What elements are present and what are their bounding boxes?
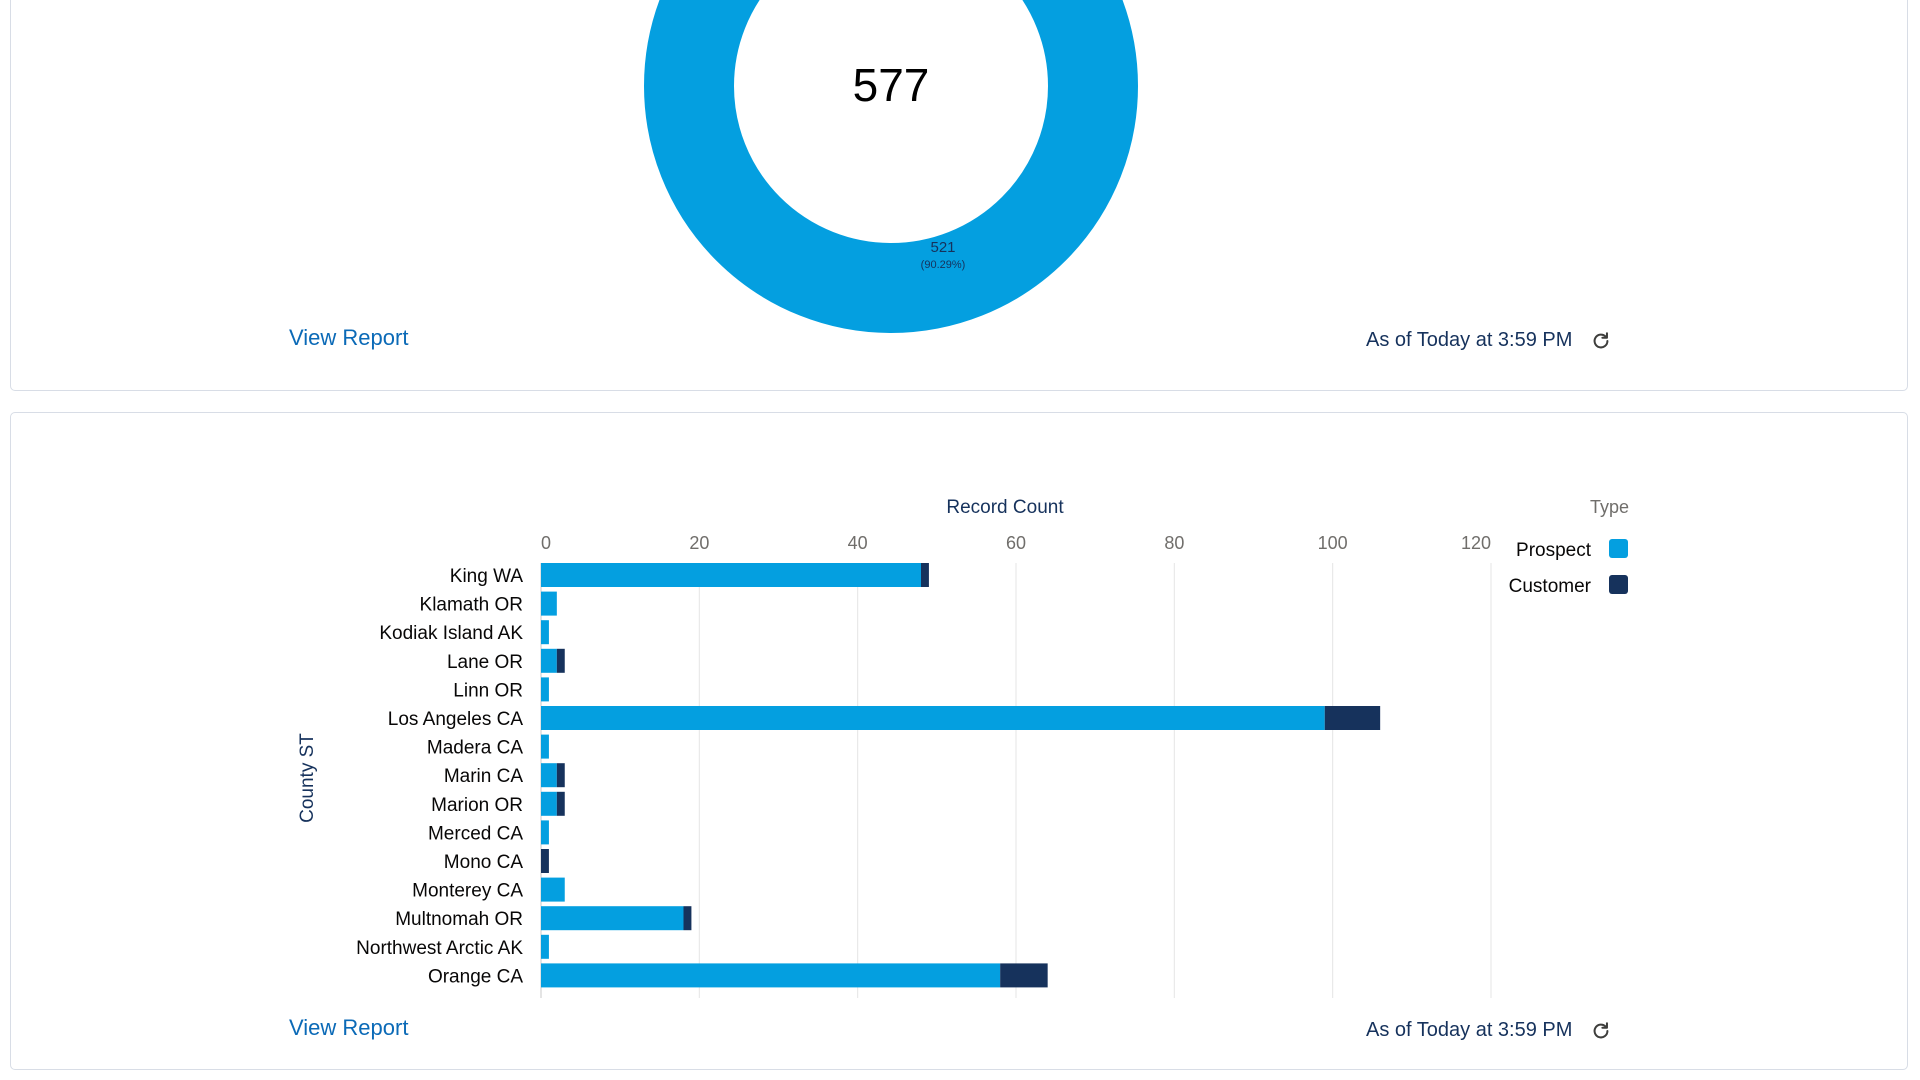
legend-label-customer: Customer	[1509, 576, 1592, 597]
bar-prospect[interactable]	[541, 620, 549, 645]
bar-prospect[interactable]	[541, 877, 565, 902]
bar-prospect[interactable]	[541, 563, 921, 587]
donut-chart: 577 521 (90.29%)	[644, 0, 1138, 333]
x-tick-label: 100	[1318, 533, 1348, 553]
bar-customer[interactable]	[683, 906, 692, 931]
bar-prospect[interactable]	[541, 591, 557, 616]
y-category-label: Marin CA	[444, 766, 524, 787]
bar-customer[interactable]	[556, 791, 565, 816]
bar-customer[interactable]	[556, 763, 565, 788]
bar-prospect[interactable]	[541, 648, 557, 673]
bar-prospect[interactable]	[541, 763, 557, 788]
y-category-label: Lane OR	[447, 652, 523, 673]
y-category-label: Merced CA	[428, 823, 523, 844]
bar-prospect[interactable]	[541, 791, 557, 816]
x-tick-label: 80	[1164, 533, 1184, 553]
y-category-label: Los Angeles CA	[388, 709, 524, 730]
y-category-label: Klamath OR	[420, 595, 523, 616]
bar-customer[interactable]	[556, 648, 565, 673]
as-of-timestamp-row: As of Today at 3:59 PM	[1366, 1019, 1612, 1042]
donut-segment-percent: (90.29%)	[921, 259, 966, 271]
x-tick-label: 40	[848, 533, 868, 553]
donut-chart-card: 577 521 (90.29%) View Report As of Today…	[10, 0, 1908, 391]
donut-segment-prospect[interactable]	[644, 0, 1138, 333]
y-category-label: Monterey CA	[412, 881, 523, 902]
bar-prospect[interactable]	[541, 906, 684, 931]
y-category-label: King WA	[450, 566, 524, 587]
view-report-link[interactable]: View Report	[289, 1015, 409, 1040]
bar-prospect[interactable]	[541, 734, 549, 759]
y-category-label: Marion OR	[431, 795, 523, 816]
as-of-timestamp: As of Today at 3:59 PM	[1366, 329, 1573, 351]
y-category-label: Madera CA	[427, 738, 523, 759]
x-tick-label: 20	[689, 533, 709, 553]
x-tick-label: 60	[1006, 533, 1026, 553]
bar-customer[interactable]	[1000, 963, 1048, 988]
refresh-icon[interactable]	[1590, 330, 1612, 352]
bar-customer[interactable]	[921, 563, 929, 587]
y-category-label: Orange CA	[428, 966, 523, 987]
y-category-label: Mono CA	[444, 852, 524, 873]
legend-label-prospect: Prospect	[1516, 540, 1592, 561]
as-of-timestamp: As of Today at 3:59 PM	[1366, 1019, 1573, 1041]
bar-customer[interactable]	[541, 849, 549, 873]
bar-chart-card: Record Count County ST 0 20 40 60 80 100 120 K…	[10, 412, 1908, 1070]
legend-swatch-prospect[interactable]	[1609, 539, 1628, 558]
x-tick-label: 0	[541, 533, 551, 553]
y-category-label: Northwest Arctic AK	[356, 938, 523, 959]
donut-segment-value: 521	[930, 239, 955, 256]
refresh-icon[interactable]	[1590, 1020, 1612, 1042]
legend-title: Type	[1590, 497, 1629, 517]
bar-prospect[interactable]	[541, 706, 1325, 730]
bar-prospect[interactable]	[541, 820, 549, 845]
x-axis-title: Record Count	[946, 497, 1064, 518]
view-report-link[interactable]: View Report	[289, 325, 409, 350]
bar-prospect[interactable]	[541, 934, 549, 959]
donut-total: 577	[853, 59, 930, 111]
y-axis-title: County ST	[297, 733, 318, 823]
bar-prospect[interactable]	[541, 677, 549, 702]
bar-prospect[interactable]	[541, 963, 1001, 988]
x-tick-label: 120	[1461, 533, 1491, 553]
legend-swatch-customer[interactable]	[1609, 575, 1628, 594]
y-category-label: Kodiak Island AK	[379, 623, 523, 644]
y-category-label: Multnomah OR	[395, 909, 523, 930]
y-category-label: Linn OR	[453, 680, 523, 701]
bar-customer[interactable]	[1324, 706, 1381, 730]
as-of-timestamp-row: As of Today at 3:59 PM	[1366, 329, 1612, 352]
bar-chart: Record Count County ST 0 20 40 60 80 100 120 K…	[297, 497, 1629, 998]
